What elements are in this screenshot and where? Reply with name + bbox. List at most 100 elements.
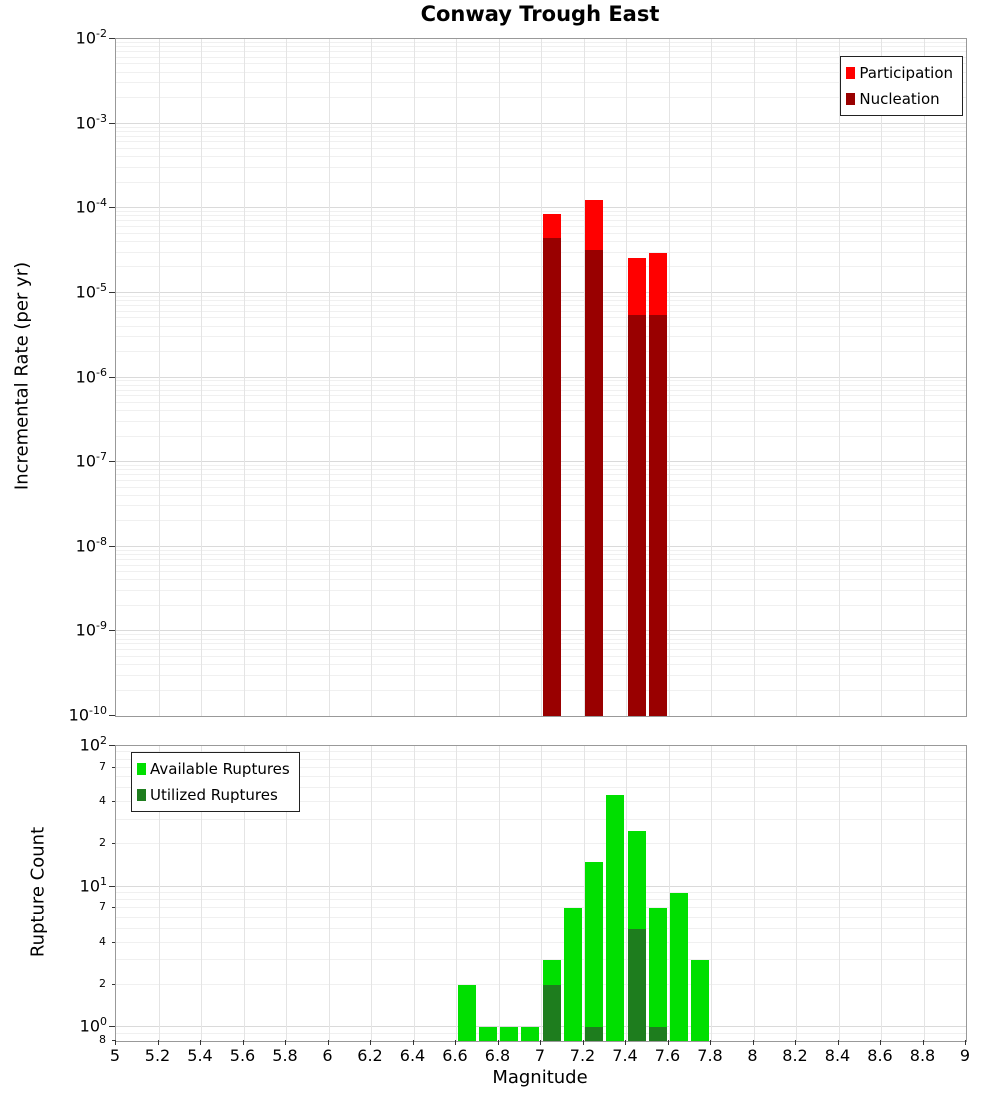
vertical-gridline — [201, 39, 202, 716]
available-ruptures-bar — [648, 908, 667, 1041]
panel-rate — [115, 38, 967, 717]
y-tick — [109, 461, 115, 463]
y-tick — [109, 291, 115, 293]
x-tick — [540, 1040, 541, 1045]
y-tick — [109, 376, 115, 378]
vertical-gridline — [158, 39, 160, 716]
x-tick-label: 6.8 — [484, 1046, 511, 1065]
vertical-gridline — [711, 746, 712, 1041]
y-tick — [109, 38, 115, 39]
available-ruptures-bar — [500, 1027, 519, 1041]
x-tick — [922, 1040, 924, 1045]
x-tick — [667, 1040, 669, 1045]
x-tick-label: 6.6 — [442, 1046, 468, 1065]
count-y-axis-label: Rupture Count — [27, 826, 49, 958]
y-minor-tick-label: 4 — [99, 934, 106, 948]
vertical-gridline — [328, 746, 330, 1041]
y-tick — [109, 207, 115, 209]
vertical-gridline — [668, 39, 670, 716]
vertical-gridline — [328, 39, 330, 716]
vertical-gridline — [541, 746, 542, 1041]
utilized-ruptures-bar — [542, 985, 561, 1041]
vertical-gridline — [626, 39, 627, 716]
legend-swatch-icon — [846, 93, 856, 105]
legend-label: Participation — [859, 64, 953, 82]
vertical-gridline — [286, 39, 287, 716]
vertical-gridline — [881, 746, 882, 1041]
vertical-gridline — [711, 39, 712, 716]
available-ruptures-bar — [457, 985, 476, 1041]
vertical-gridline — [413, 746, 415, 1041]
legend-item: Available Ruptures — [137, 756, 290, 782]
y-tick — [109, 715, 115, 716]
x-tick — [200, 1040, 201, 1045]
vertical-gridline — [881, 39, 882, 716]
legend-item: Participation — [846, 60, 953, 86]
vertical-gridline — [796, 39, 797, 716]
vertical-gridline — [456, 746, 457, 1041]
x-tick-label: 5 — [109, 1046, 121, 1065]
y-minor-tick — [112, 800, 115, 802]
x-tick-label: 5.6 — [229, 1046, 256, 1065]
y-tick-label: 10-8 — [75, 534, 107, 556]
vertical-gridline — [796, 746, 797, 1041]
x-tick — [965, 1040, 966, 1045]
nucleation-bar — [585, 250, 604, 716]
x-tick-label: 6.4 — [399, 1046, 426, 1065]
vertical-gridline — [923, 39, 925, 716]
legend-label: Nucleation — [859, 90, 940, 108]
y-tick-label: 10-10 — [68, 704, 107, 725]
legend-label: Available Ruptures — [150, 760, 290, 778]
y-minor-tick — [112, 766, 115, 768]
vertical-gridline — [243, 746, 245, 1041]
y-tick-label: 102 — [79, 734, 107, 755]
x-tick-label: 6.2 — [357, 1046, 383, 1065]
vertical-gridline — [158, 746, 160, 1041]
x-tick-label: 9 — [959, 1046, 971, 1065]
y-tick-label: 10-2 — [75, 27, 107, 48]
x-tick — [880, 1040, 881, 1045]
x-tick — [412, 1040, 414, 1045]
y-tick-label: 10-6 — [75, 365, 107, 386]
vertical-gridline — [201, 746, 202, 1041]
y-minor-tick — [112, 941, 115, 943]
y-tick — [109, 630, 115, 632]
y-tick-label: 10-9 — [75, 619, 107, 640]
y-minor-tick-label: 7 — [99, 900, 106, 914]
y-tick-label: 10-5 — [75, 280, 107, 302]
x-tick — [285, 1040, 286, 1045]
y-minor-tick — [112, 907, 115, 909]
vertical-gridline — [668, 746, 670, 1041]
x-tick — [497, 1040, 499, 1045]
vertical-gridline — [838, 746, 840, 1041]
vertical-gridline — [286, 746, 287, 1041]
vertical-gridline — [371, 39, 372, 716]
x-tick — [837, 1040, 839, 1045]
x-tick-label: 6 — [322, 1046, 333, 1065]
y-minor-tick-label: 2 — [99, 977, 106, 991]
y-tick — [109, 545, 115, 547]
x-tick-label: 8 — [747, 1046, 758, 1065]
y-minor-tick-label: 4 — [99, 793, 106, 807]
y-tick — [109, 885, 115, 887]
y-tick-label: 10-7 — [75, 450, 107, 471]
available-ruptures-bar — [606, 794, 625, 1041]
vertical-gridline — [371, 746, 372, 1041]
x-tick-label: 7.4 — [612, 1046, 638, 1065]
vertical-gridline — [498, 39, 500, 716]
y-minor-tick — [112, 1040, 115, 1041]
x-tick-label: 8.6 — [867, 1046, 893, 1065]
available-ruptures-bar — [563, 908, 582, 1041]
y-minor-tick-label: 2 — [99, 836, 106, 850]
x-tick-label: 7.2 — [569, 1046, 596, 1065]
legend-label: Utilized Ruptures — [150, 786, 278, 804]
x-tick-label: 8.2 — [782, 1046, 808, 1065]
y-minor-tick-label: 8 — [99, 1033, 106, 1046]
nucleation-bar — [542, 237, 561, 716]
x-tick — [625, 1040, 626, 1045]
x-tick — [795, 1040, 796, 1045]
y-tick-label: 10-3 — [75, 111, 107, 132]
nucleation-bar — [648, 314, 667, 716]
y-minor-tick — [112, 843, 115, 845]
